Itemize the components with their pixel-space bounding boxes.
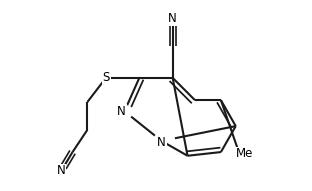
Text: N: N (168, 12, 177, 25)
Text: N: N (57, 164, 66, 177)
Text: S: S (102, 71, 110, 84)
Text: Me: Me (235, 147, 253, 160)
Text: N: N (157, 136, 166, 149)
Text: N: N (117, 105, 126, 118)
